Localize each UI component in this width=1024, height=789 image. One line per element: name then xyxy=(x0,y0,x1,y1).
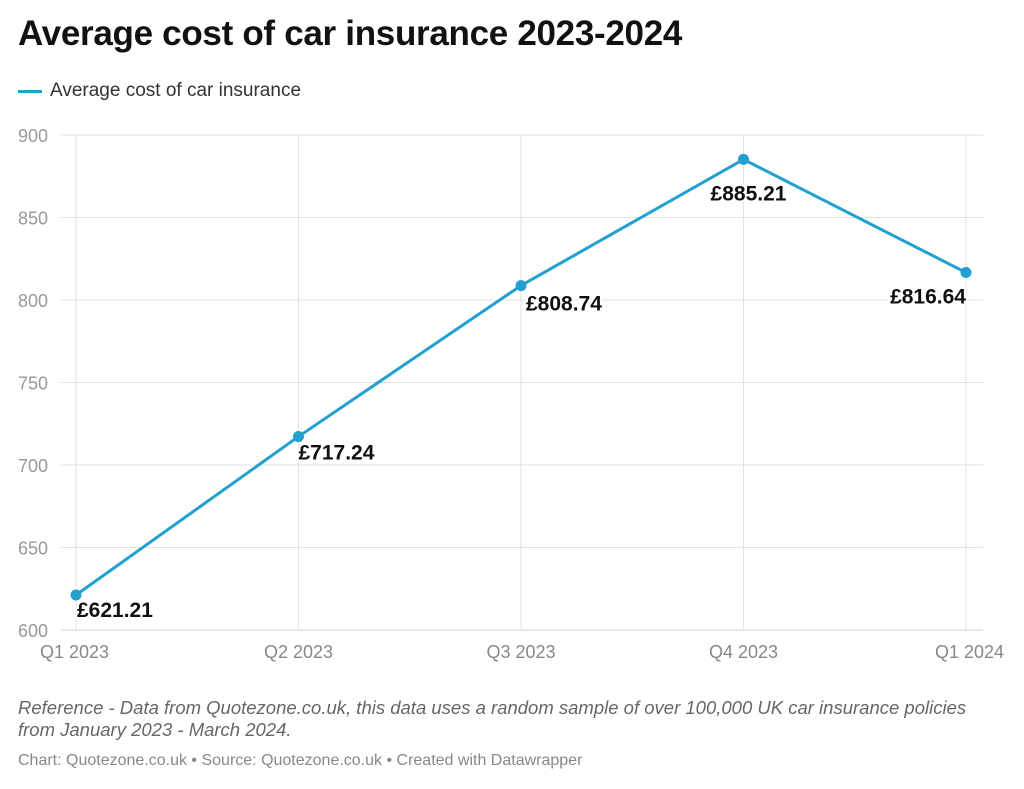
x-tick-label: Q1 2023 xyxy=(40,642,109,662)
y-tick-label: 600 xyxy=(18,621,48,641)
x-tick-label: Q4 2023 xyxy=(709,642,778,662)
reference-note: Reference - Data from Quotezone.co.uk, t… xyxy=(18,697,967,740)
data-label: £621.21 xyxy=(77,599,153,622)
data-label: £717.24 xyxy=(299,442,375,465)
data-point xyxy=(960,267,972,279)
chart-title: Average cost of car insurance 2023-2024 xyxy=(18,14,683,53)
y-tick-label: 850 xyxy=(18,209,48,229)
data-point xyxy=(738,153,749,165)
data-point xyxy=(515,280,527,292)
legend: Average cost of car insurance xyxy=(18,80,301,102)
data-point xyxy=(293,431,304,443)
chart-footer: Chart: Quotezone.co.uk • Source: Quotezo… xyxy=(18,752,583,769)
legend-label: Average cost of car insurance xyxy=(50,80,302,101)
legend-line-swatch xyxy=(18,89,42,93)
y-tick-label: 750 xyxy=(18,374,48,394)
data-point xyxy=(70,589,82,601)
x-tick-label: Q2 2023 xyxy=(264,642,333,662)
data-label: £816.64 xyxy=(890,286,966,309)
data-label: £808.74 xyxy=(526,293,602,316)
x-tick-label: Q3 2023 xyxy=(486,642,555,662)
y-tick-label: 650 xyxy=(18,539,48,559)
x-tick-label: Q1 2024 xyxy=(935,642,1004,662)
y-tick-label: 800 xyxy=(18,291,48,311)
data-label: £885.21 xyxy=(711,182,787,205)
y-tick-label: 700 xyxy=(18,456,48,476)
y-tick-label: 900 xyxy=(18,126,48,146)
